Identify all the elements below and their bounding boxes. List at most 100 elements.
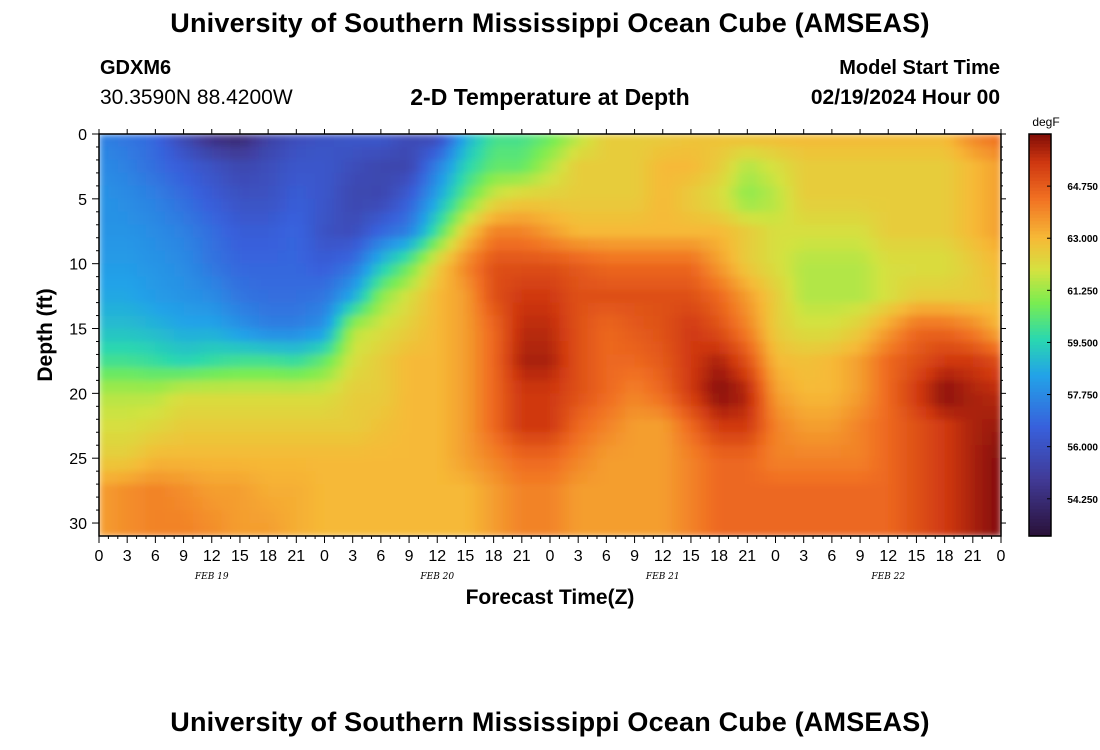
heatmap-cell: [418, 341, 429, 356]
heatmap-cell: [484, 263, 495, 278]
heatmap-cell: [822, 302, 833, 317]
heatmap-cell: [380, 497, 391, 511]
heatmap-cell: [305, 445, 316, 459]
colorbar-segment: [1029, 509, 1051, 514]
heatmap-cell: [117, 393, 128, 407]
x-tick-label: 3: [574, 548, 583, 565]
heatmap-cell: [324, 354, 335, 369]
heatmap-cell: [192, 419, 203, 433]
heatmap-cell: [578, 146, 589, 161]
heatmap-cell: [784, 172, 795, 187]
heatmap-cell: [559, 159, 570, 174]
heatmap-cell: [371, 146, 382, 161]
heatmap-cell: [878, 458, 889, 472]
heatmap-cell: [418, 510, 429, 524]
heatmap-cell: [794, 367, 805, 381]
heatmap-cell: [794, 484, 805, 498]
heatmap-cell: [719, 523, 730, 536]
heatmap-cell: [578, 484, 589, 498]
heatmap-cell: [343, 315, 354, 330]
heatmap-cell: [305, 341, 316, 356]
heatmap-cell: [606, 445, 617, 459]
heatmap-cell: [972, 354, 983, 369]
heatmap-cell: [587, 497, 598, 511]
heatmap-cell: [362, 497, 373, 511]
heatmap-cell: [258, 510, 269, 524]
heatmap-cell: [550, 510, 560, 524]
heatmap-cell: [183, 497, 194, 511]
heatmap-cell: [578, 380, 589, 394]
heatmap-cell: [437, 367, 448, 381]
heatmap-cell: [446, 315, 457, 330]
heatmap-cell: [362, 302, 373, 317]
heatmap-cell: [813, 458, 824, 472]
heatmap-cell: [991, 315, 1001, 330]
heatmap-cell: [690, 393, 701, 407]
heatmap-cell: [145, 484, 156, 498]
heatmap-cell: [333, 159, 344, 174]
heatmap-cell: [935, 146, 946, 161]
heatmap-cell: [474, 341, 485, 356]
colorbar-segment: [1029, 405, 1051, 410]
heatmap-cell: [531, 250, 542, 265]
heatmap-cell: [860, 380, 871, 394]
heatmap-cell: [145, 146, 156, 161]
heatmap-cell: [662, 263, 673, 278]
heatmap-cell: [437, 250, 448, 265]
heatmap-cell: [493, 276, 504, 291]
heatmap-cell: [155, 406, 166, 420]
heatmap-cell: [813, 263, 824, 278]
heatmap-cell: [399, 159, 410, 174]
heatmap-cell: [399, 289, 410, 304]
heatmap-cell: [690, 380, 701, 394]
heatmap-cell: [99, 432, 109, 446]
heatmap-cell: [324, 224, 335, 239]
colorbar-segment: [1029, 304, 1051, 309]
heatmap-cell: [540, 445, 551, 459]
heatmap-cell: [305, 315, 316, 330]
heatmap-cell: [991, 341, 1001, 356]
heatmap-cell: [503, 185, 514, 200]
heatmap-cell: [145, 328, 156, 343]
heatmap-cell: [484, 198, 495, 213]
heatmap-cell: [192, 458, 203, 472]
heatmap-cell: [700, 237, 711, 252]
heatmap-cell: [766, 224, 777, 239]
heatmap-cell: [982, 419, 993, 433]
heatmap-cell: [183, 445, 194, 459]
heatmap-cell: [728, 328, 739, 343]
heatmap-cell: [615, 224, 626, 239]
heatmap-cell: [653, 471, 664, 485]
heatmap-cell: [277, 354, 288, 369]
heatmap-cell: [333, 134, 344, 148]
heatmap-cell: [202, 250, 213, 265]
heatmap-cell: [512, 315, 523, 330]
heatmap-cell: [747, 458, 758, 472]
heatmap-cell: [277, 406, 288, 420]
heatmap-cell: [305, 237, 316, 252]
heatmap-cell: [380, 211, 391, 226]
heatmap-cell: [587, 432, 598, 446]
heatmap-cell: [916, 159, 927, 174]
heatmap-cell: [587, 159, 598, 174]
heatmap-cell: [531, 523, 542, 536]
heatmap-cell: [672, 302, 683, 317]
heatmap-cell: [653, 146, 664, 161]
heatmap-cell: [99, 289, 109, 304]
heatmap-cell: [756, 458, 767, 472]
heatmap-cell: [484, 432, 495, 446]
heatmap-cell: [728, 289, 739, 304]
heatmap-cell: [324, 159, 335, 174]
heatmap-cell: [954, 198, 965, 213]
heatmap-cell: [239, 523, 250, 536]
heatmap-cell: [615, 237, 626, 252]
heatmap-cell: [315, 146, 326, 161]
heatmap-cell: [728, 276, 739, 291]
heatmap-cell: [850, 497, 861, 511]
heatmap-cell: [916, 497, 927, 511]
heatmap-cell: [333, 237, 344, 252]
heatmap-cell: [221, 134, 232, 148]
heatmap-cell: [850, 367, 861, 381]
heatmap-cell: [963, 224, 974, 239]
heatmap-cell: [145, 263, 156, 278]
